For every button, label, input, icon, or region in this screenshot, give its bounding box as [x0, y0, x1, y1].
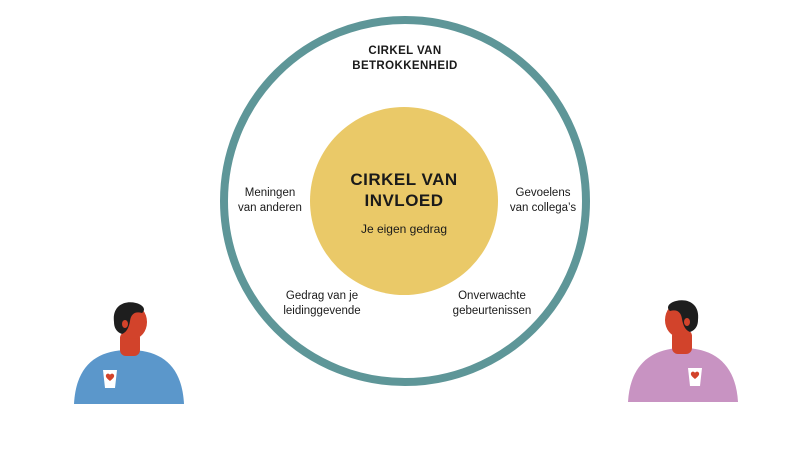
hair	[668, 300, 699, 332]
label-gedrag-leidinggevende: Gedrag van je leidinggevende	[283, 290, 361, 317]
person-left-illustration	[74, 302, 184, 404]
hair	[113, 302, 144, 334]
person-right-illustration	[628, 300, 738, 402]
outer-circle-title: CIRKEL VAN BETROKKENHEID	[352, 45, 458, 72]
shirt	[74, 350, 184, 404]
label-onverwachte-gebeurtenissen: Onverwachte gebeurtenissen	[452, 290, 532, 317]
outer-circle	[220, 16, 590, 386]
ear	[122, 320, 128, 328]
shirt	[628, 348, 738, 402]
inner-circle-title: CIRKEL VAN INVLOED	[350, 170, 458, 210]
heart-icon	[105, 373, 115, 381]
heart-icon	[690, 371, 700, 379]
label-gevoelens: Gevoelens van collega’s	[509, 187, 577, 214]
inner-circle-subtitle: Je eigen gedrag	[360, 222, 448, 236]
label-meningen: Meningen van anderen	[238, 187, 302, 214]
inner-circle	[310, 107, 498, 295]
ear	[684, 318, 690, 326]
